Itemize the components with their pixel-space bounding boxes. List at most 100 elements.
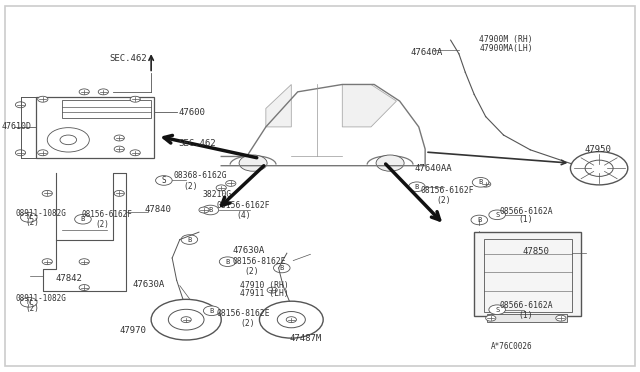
Text: (2): (2) [241, 319, 255, 328]
Text: 08156-8162E: 08156-8162E [232, 257, 285, 266]
Text: 08911-1082G: 08911-1082G [15, 294, 67, 303]
Circle shape [114, 146, 124, 152]
Circle shape [376, 155, 404, 171]
Circle shape [114, 135, 124, 141]
Text: 08156-6162F: 08156-6162F [81, 210, 132, 219]
Text: (2): (2) [436, 196, 451, 205]
Text: 47950: 47950 [584, 145, 611, 154]
Circle shape [181, 235, 198, 244]
Circle shape [202, 205, 219, 215]
Bar [484, 239, 572, 312]
Text: 08566-6162A: 08566-6162A [500, 301, 554, 311]
Circle shape [199, 207, 209, 213]
Circle shape [75, 214, 92, 224]
Text: 08911-1082G: 08911-1082G [15, 209, 67, 218]
Circle shape [15, 150, 26, 156]
Circle shape [15, 102, 26, 108]
Circle shape [42, 259, 52, 264]
Text: 47600: 47600 [179, 108, 205, 117]
Circle shape [267, 287, 277, 293]
Circle shape [486, 315, 496, 321]
Circle shape [471, 215, 488, 225]
Text: SEC.462: SEC.462 [109, 54, 147, 63]
Circle shape [556, 315, 566, 321]
Circle shape [216, 185, 227, 191]
Circle shape [204, 306, 220, 315]
Text: (2): (2) [183, 182, 198, 191]
Text: (4): (4) [236, 211, 250, 220]
Text: S: S [161, 176, 166, 185]
Circle shape [239, 155, 267, 171]
Text: B: B [280, 265, 284, 271]
Text: 47487M: 47487M [289, 334, 322, 343]
Circle shape [130, 150, 140, 156]
Circle shape [20, 298, 37, 307]
Circle shape [38, 150, 48, 156]
Circle shape [481, 181, 491, 187]
Circle shape [156, 176, 172, 185]
Text: A*76C0026: A*76C0026 [491, 342, 532, 351]
Text: B: B [479, 179, 483, 185]
Bar [474, 232, 581, 316]
Text: 08368-6162G: 08368-6162G [173, 171, 227, 180]
Text: 47840: 47840 [145, 205, 172, 215]
Text: 47842: 47842 [56, 274, 83, 283]
Text: (2): (2) [245, 267, 259, 276]
Text: 47850: 47850 [523, 247, 550, 256]
Text: B: B [477, 217, 481, 223]
Text: 47900M (RH): 47900M (RH) [479, 35, 533, 44]
Text: 08156-8162E: 08156-8162E [217, 309, 270, 318]
Polygon shape [342, 84, 396, 127]
Text: 47640AA: 47640AA [414, 164, 452, 173]
Text: 47910 (RH): 47910 (RH) [241, 281, 289, 290]
Text: 47970: 47970 [119, 326, 146, 335]
Text: 47640A: 47640A [410, 48, 443, 57]
Text: (2): (2) [26, 218, 40, 227]
Circle shape [130, 96, 140, 102]
Polygon shape [266, 84, 291, 127]
Circle shape [286, 317, 296, 323]
Text: B: B [209, 308, 214, 314]
Text: 47630A: 47630A [232, 246, 264, 255]
Text: N: N [27, 299, 31, 305]
Bar [36, 97, 154, 158]
Text: B: B [81, 216, 85, 222]
Text: 08156-6162F: 08156-6162F [420, 186, 474, 195]
Circle shape [226, 180, 236, 186]
Text: (1): (1) [519, 215, 533, 224]
Text: (2): (2) [96, 219, 109, 228]
Text: 08156-6162F: 08156-6162F [217, 201, 270, 210]
Circle shape [472, 177, 489, 187]
Text: B: B [415, 184, 419, 190]
Text: 47911 (LH): 47911 (LH) [241, 289, 289, 298]
Bar [62, 100, 151, 118]
Text: 08566-6162A: 08566-6162A [500, 206, 554, 216]
Circle shape [79, 89, 90, 95]
Circle shape [489, 305, 506, 314]
Circle shape [114, 190, 124, 196]
Circle shape [79, 285, 90, 291]
Text: B: B [188, 237, 191, 243]
Circle shape [273, 263, 290, 273]
Circle shape [489, 210, 506, 219]
Circle shape [408, 182, 425, 192]
Circle shape [42, 190, 52, 196]
Text: 47630A: 47630A [132, 280, 164, 289]
Text: (2): (2) [26, 304, 40, 313]
Circle shape [20, 212, 37, 222]
Circle shape [181, 317, 191, 323]
Text: (1): (1) [519, 311, 533, 320]
Circle shape [220, 257, 236, 266]
Text: N: N [27, 214, 31, 220]
Text: 47900MA(LH): 47900MA(LH) [479, 44, 533, 53]
Text: 47610D: 47610D [1, 122, 31, 131]
Text: 38210G: 38210G [202, 190, 232, 199]
Circle shape [38, 96, 48, 102]
Text: S: S [495, 307, 499, 313]
Circle shape [79, 259, 90, 264]
Text: B: B [225, 259, 230, 265]
Text: B: B [208, 207, 212, 213]
Text: SEC.462: SEC.462 [179, 139, 216, 148]
Bar [487, 314, 567, 322]
Text: S: S [495, 212, 499, 218]
